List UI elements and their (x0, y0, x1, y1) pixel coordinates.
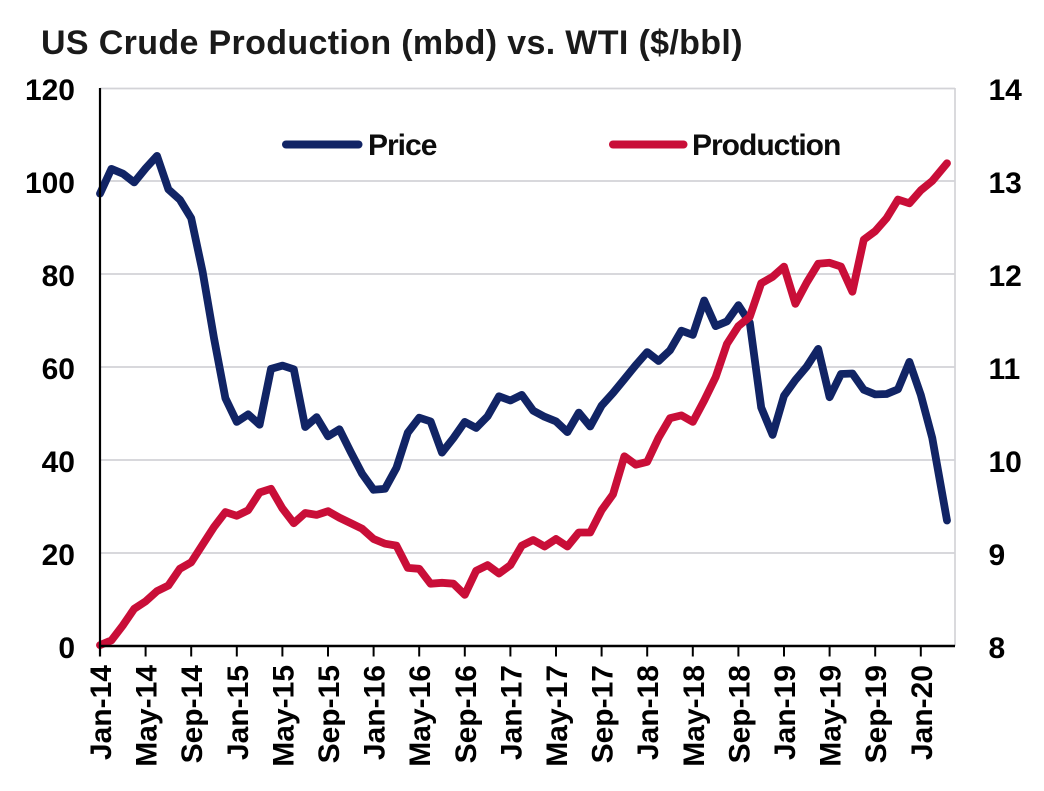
svg-text:8: 8 (989, 632, 1006, 665)
svg-text:100: 100 (25, 167, 75, 200)
svg-text:80: 80 (42, 260, 75, 293)
svg-text:May-16: May-16 (404, 665, 437, 767)
svg-text:Production: Production (692, 129, 840, 162)
svg-text:Jan-20: Jan-20 (906, 665, 939, 760)
svg-text:May-17: May-17 (541, 665, 574, 767)
svg-text:Jan-18: Jan-18 (632, 665, 665, 760)
svg-text:Sep-15: Sep-15 (313, 665, 346, 763)
svg-text:13: 13 (989, 167, 1022, 200)
svg-text:0: 0 (58, 632, 75, 665)
svg-text:Sep-14: Sep-14 (176, 665, 209, 764)
svg-text:11: 11 (989, 353, 1021, 386)
svg-text:Jan-17: Jan-17 (495, 665, 528, 760)
svg-text:Jan-14: Jan-14 (85, 665, 118, 760)
svg-text:10: 10 (989, 446, 1022, 479)
svg-text:May-18: May-18 (678, 665, 711, 767)
svg-text:20: 20 (42, 539, 75, 572)
svg-text:May-15: May-15 (267, 665, 300, 767)
svg-text:12: 12 (989, 260, 1022, 293)
svg-text:US Crude Production (mbd) vs.: US Crude Production (mbd) vs. WTI ($/bbl… (41, 24, 743, 62)
svg-text:Jan-19: Jan-19 (769, 665, 802, 760)
svg-text:9: 9 (989, 539, 1006, 572)
svg-text:60: 60 (42, 353, 75, 386)
svg-text:May-19: May-19 (815, 665, 848, 767)
svg-text:Sep-16: Sep-16 (450, 665, 483, 763)
svg-text:Price: Price (368, 129, 437, 162)
svg-text:Sep-17: Sep-17 (587, 665, 620, 763)
svg-text:May-14: May-14 (131, 665, 164, 767)
svg-text:Sep-18: Sep-18 (723, 665, 756, 763)
svg-text:14: 14 (989, 74, 1023, 107)
svg-text:Jan-16: Jan-16 (359, 665, 392, 760)
svg-text:40: 40 (42, 446, 75, 479)
svg-text:Jan-15: Jan-15 (222, 665, 255, 760)
svg-text:120: 120 (25, 74, 75, 107)
svg-text:Sep-19: Sep-19 (860, 665, 893, 763)
